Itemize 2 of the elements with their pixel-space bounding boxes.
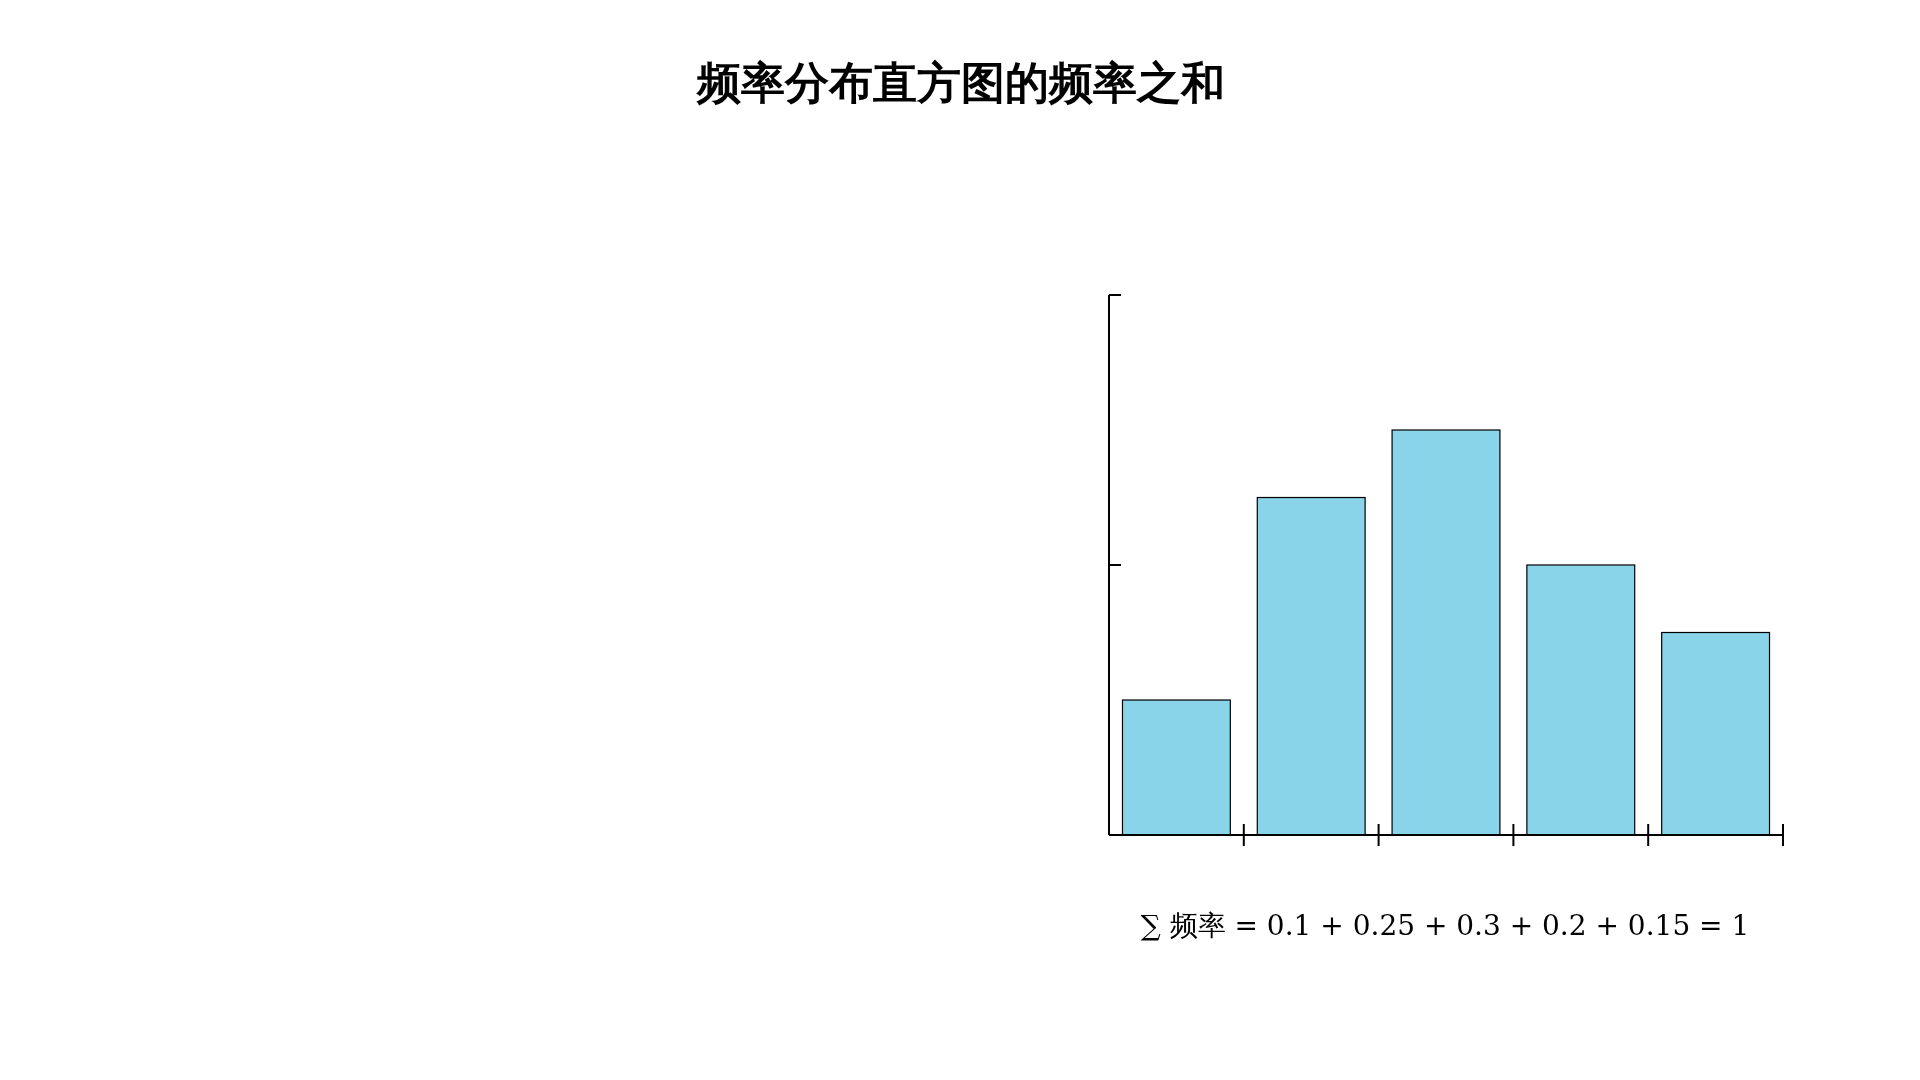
chart-title: 频率分布直方图的频率之和 [696,57,1225,108]
text: ∑ 频率 = 0.1 + 0.25 + 0.3 + 0.2 + 0.15 = 1 [1140,909,1750,942]
